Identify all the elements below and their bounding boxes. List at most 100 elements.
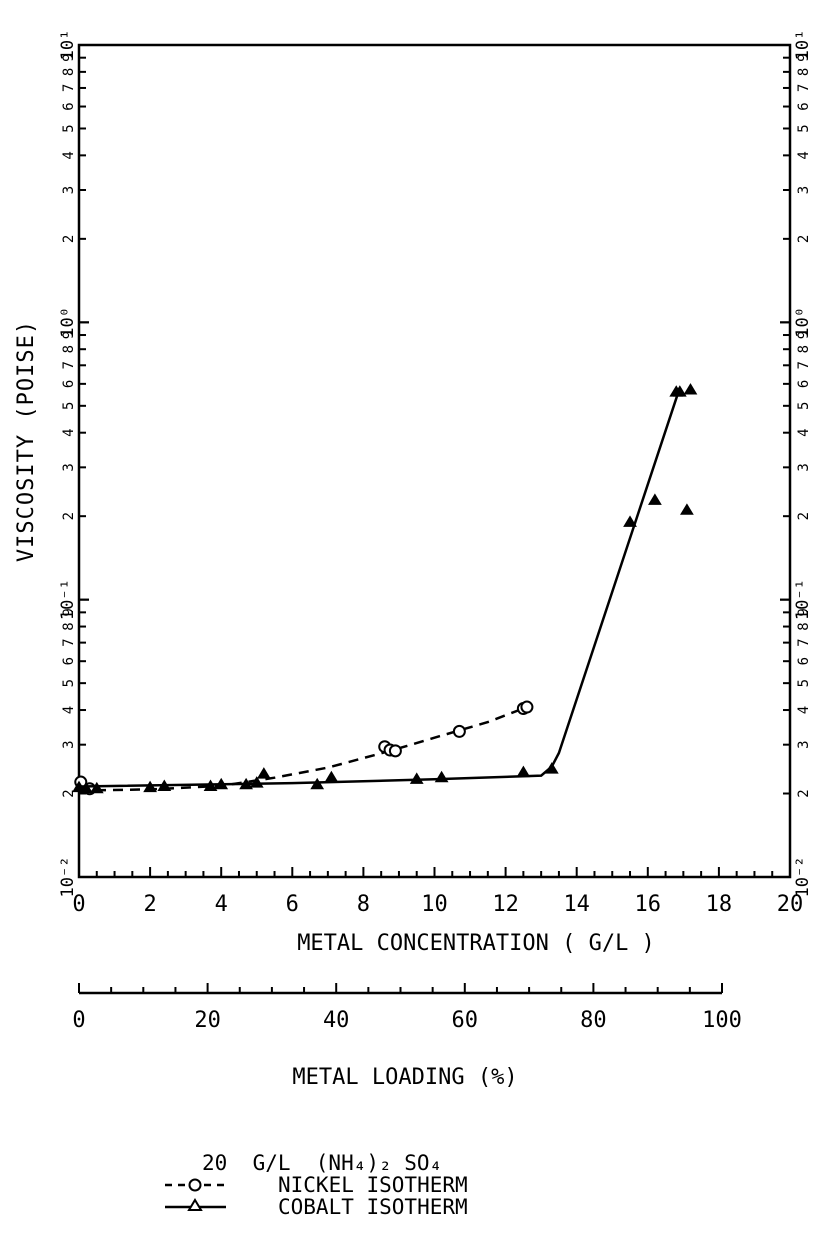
y-tick-label-right: 3: [796, 463, 812, 471]
y-decade-label-left: 10¹: [58, 30, 78, 61]
y-tick-label-left: 5: [61, 679, 77, 687]
cobalt-point: [680, 503, 694, 515]
y-tick-label-left: 2: [61, 789, 77, 797]
y-tick-label-right: 2: [796, 789, 812, 797]
cobalt-point: [516, 765, 531, 778]
x-tick-label: 6: [286, 892, 299, 917]
x-tick-label: 16: [635, 892, 662, 917]
loading-axis-label: METAL LOADING (%): [292, 1065, 517, 1090]
cobalt-point: [683, 383, 698, 395]
y-decade-label-left: 10⁻¹: [58, 579, 78, 620]
nickel-point: [452, 724, 466, 738]
y-tick-label-left: 4: [61, 706, 77, 714]
cobalt-point: [214, 777, 229, 790]
y-tick-label-right: 8: [796, 345, 812, 353]
y-tick-label-left: 9: [61, 331, 77, 339]
y-tick-label-right: 5: [796, 679, 812, 687]
x-tick-label: 12: [492, 892, 519, 917]
y-axis-right: 2 3 4 5 6 7 8 9 2 3 4 5 6 7 8 9 2 3 4 5 6 7 8 9 10⁻² 10⁻¹ 10⁰ 10¹: [780, 30, 813, 897]
x-axis: 0 2 4 6 8 10 12 14 16 18 20: [72, 867, 803, 917]
y-tick-label-left: 4: [61, 151, 77, 159]
y-tick-label-left: 5: [61, 124, 77, 132]
y-axis-left: 2 3 4 5 6 7 8 9 2 3 4 5 6 7 8 9 2 3 4 5 6 7 8 9 10⁻² 10⁻¹ 10⁰ 10¹: [58, 30, 89, 898]
y-tick-label-right: 4: [796, 706, 812, 714]
y-tick-label-right: 5: [796, 124, 812, 132]
y-tick-label-left: 2: [61, 235, 77, 243]
x-tick-label: 8: [357, 892, 370, 917]
cobalt-point: [239, 777, 253, 790]
y-tick-label-right: 6: [796, 380, 812, 388]
x-tick-label: 4: [215, 892, 228, 917]
y-tick-label-right: 7: [796, 84, 812, 92]
y-tick-label-left: 2: [61, 512, 77, 520]
y-tick-label-right: 3: [796, 186, 812, 194]
y-tick-label-right: 9: [796, 608, 812, 616]
y-tick-label-left: 3: [61, 740, 77, 748]
x-tick-label: 18: [706, 892, 733, 917]
cobalt-point: [672, 385, 687, 397]
y-tick-label-left: 7: [61, 84, 77, 92]
x-axis-label: METAL CONCENTRATION ( G/L ): [297, 931, 655, 956]
plot-frame: [77, 43, 792, 879]
x-tick-label: 20: [777, 892, 804, 917]
cobalt-point: [648, 493, 662, 505]
cobalt-curve: [78, 392, 680, 788]
y-tick-label-right: 2: [796, 512, 812, 520]
y-tick-label-right: 4: [796, 151, 812, 159]
y-tick-label-right: 8: [796, 68, 812, 76]
x-tick-label: 2: [143, 892, 156, 917]
cobalt-point: [249, 776, 264, 788]
legend: 20 G/L (NH₄)₂ SO₄ NICKEL ISOTHERM COBALT…: [165, 1151, 468, 1219]
cobalt-point: [157, 779, 172, 791]
cobalt-point: [310, 777, 325, 790]
y-tick-label-right: 7: [796, 361, 812, 369]
y-tick-label-right: 4: [796, 428, 812, 436]
nickel-point: [520, 700, 534, 714]
y-tick-label-right: 7: [796, 638, 812, 646]
y-tick-label-left: 8: [61, 622, 77, 630]
legend-nickel-label: NICKEL ISOTHERM: [278, 1173, 468, 1197]
cobalt-point: [143, 780, 157, 793]
y-tick-label-left: 6: [61, 102, 77, 110]
cobalt-point: [256, 767, 271, 779]
loading-tick-label: 40: [323, 1008, 350, 1033]
y-tick-label-left: 3: [61, 463, 77, 471]
loading-tick-label: 80: [580, 1008, 607, 1033]
cobalt-point: [434, 770, 449, 783]
y-decade-label-right: 10⁰: [793, 307, 813, 338]
y-tick-label-left: 7: [61, 361, 77, 369]
loading-tick-label: 0: [72, 1008, 85, 1033]
nickel-point: [388, 744, 402, 758]
y-decade-label-right: 10¹: [793, 30, 813, 61]
legend-cobalt-label: COBALT ISOTHERM: [278, 1195, 468, 1219]
x-tick-label: 0: [72, 892, 85, 917]
metal-loading-axis: 0 20 40 60 80 100: [72, 983, 742, 1033]
y-tick-label-right: 9: [796, 53, 812, 61]
y-tick-label-left: 9: [61, 53, 77, 61]
y-tick-label-left: 9: [61, 608, 77, 616]
cobalt-point: [89, 781, 104, 794]
y-tick-label-left: 3: [61, 186, 77, 194]
cobalt-point: [409, 772, 424, 784]
y-axis-label: VISCOSITY (POISE): [14, 320, 39, 562]
loading-tick-label: 20: [194, 1008, 221, 1033]
y-decade-label-right: 10⁻¹: [793, 579, 813, 620]
y-tick-label-right: 9: [796, 331, 812, 339]
cobalt-point: [623, 515, 637, 527]
x-tick-label: 10: [421, 892, 448, 917]
series-layer: [72, 383, 698, 796]
y-tick-label-right: 5: [796, 402, 812, 410]
y-tick-label-left: 7: [61, 638, 77, 646]
y-tick-label-right: 6: [796, 657, 812, 665]
y-decade-label-left: 10⁻²: [58, 857, 78, 898]
cobalt-point: [79, 781, 93, 794]
y-tick-label-right: 6: [796, 102, 812, 110]
nickel-curve: [78, 705, 528, 792]
cobalt-point: [324, 770, 339, 783]
loading-tick-label: 100: [702, 1008, 742, 1033]
y-tick-label-left: 8: [61, 345, 77, 353]
x-tick-label: 14: [563, 892, 590, 917]
y-tick-label-left: 5: [61, 402, 77, 410]
y-tick-label-left: 6: [61, 380, 77, 388]
